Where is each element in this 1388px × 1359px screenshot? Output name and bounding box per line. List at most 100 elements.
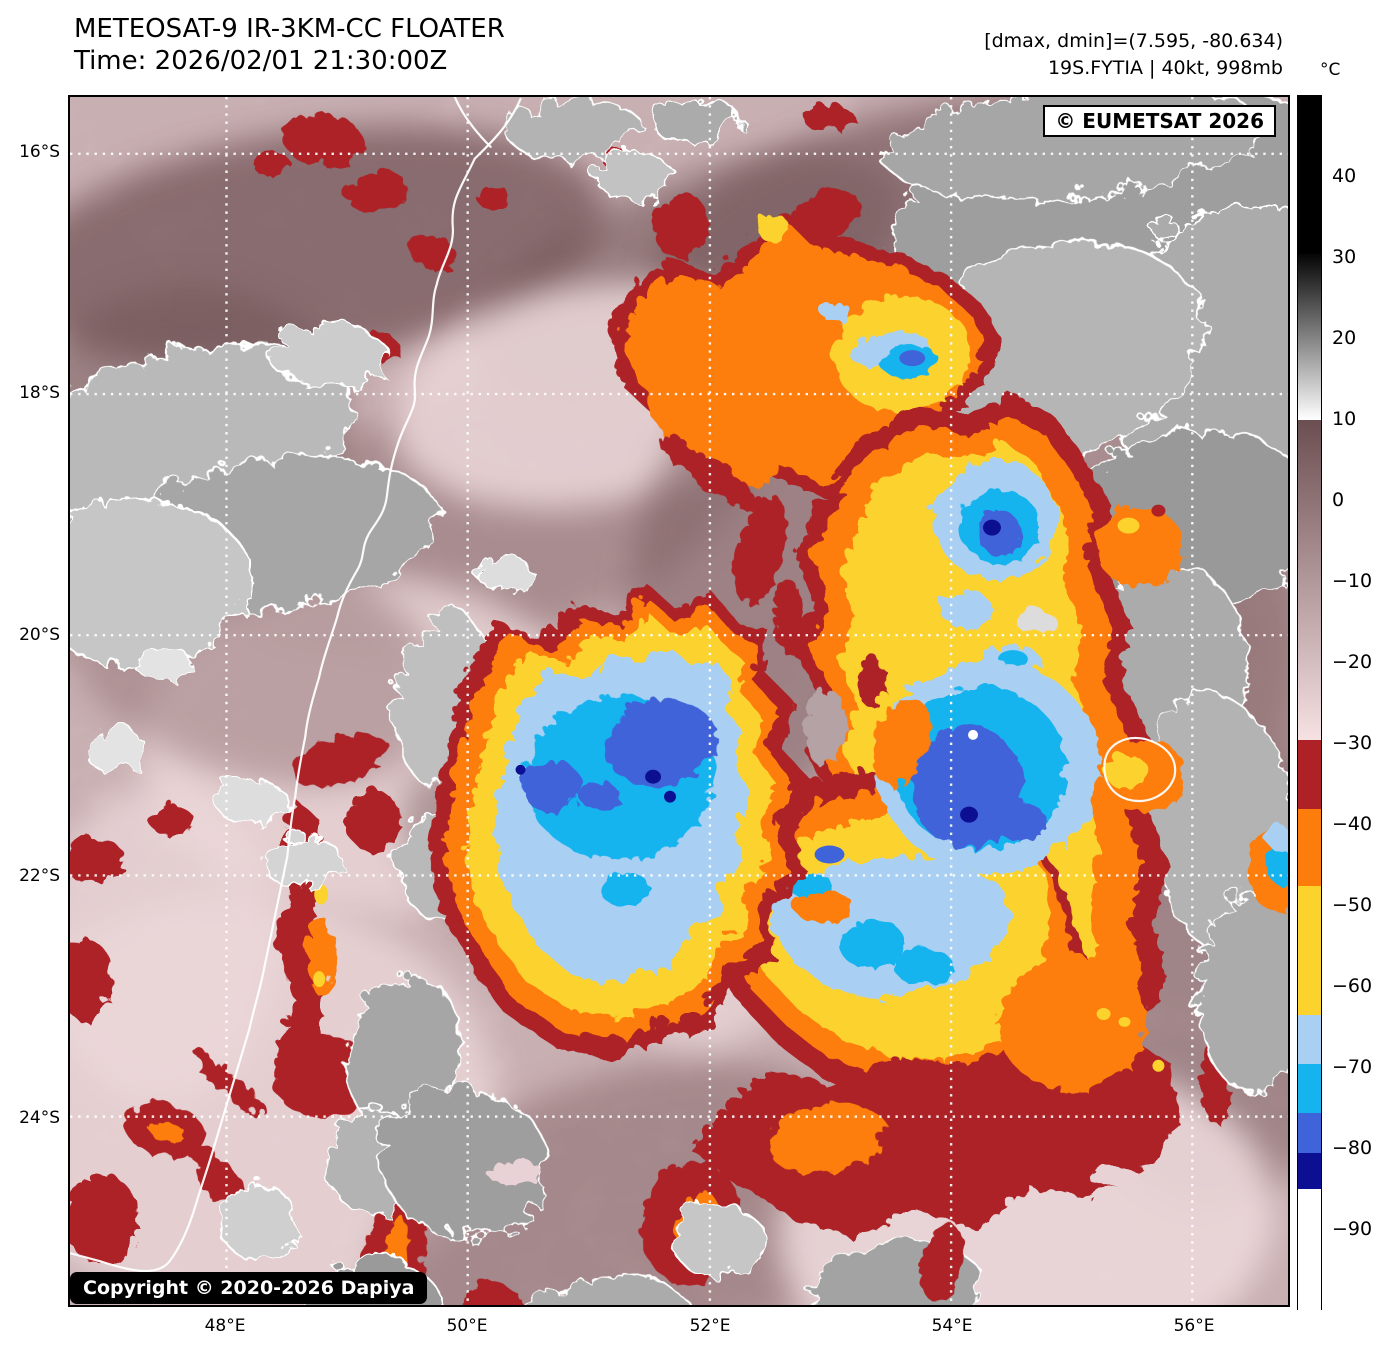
colorbar-tick-label: 30: [1332, 246, 1357, 268]
ir-cloud-shape: [594, 868, 647, 901]
ir-cloud-shape: [70, 1169, 134, 1262]
storm-info-block: [dmax, dmin]=(7.595, -80.634) 19S.FYTIA …: [984, 28, 1283, 82]
ir-cloud-shape: [277, 108, 361, 162]
colorbar-tick-label: 0: [1332, 489, 1345, 511]
colorbar-segment: [1298, 420, 1321, 740]
ir-cloud-shape: [833, 915, 902, 964]
storm-id-label: 19S.FYTIA | 40kt, 998mb: [1047, 57, 1283, 79]
copyright-badge: Copyright © 2020-2026 Dapiya: [70, 1272, 428, 1304]
ir-cloud-shape: [375, 1079, 546, 1232]
ir-cloud-shape: [1117, 517, 1140, 534]
ir-cloud-shape: [798, 100, 851, 127]
ir-cloud-shape: [1152, 1059, 1165, 1072]
colorbar-tick-label: −30: [1332, 732, 1373, 754]
ir-cloud-shape: [814, 845, 845, 864]
lat-tick-label: 22°S: [19, 866, 60, 886]
ir-cloud-shape: [471, 180, 506, 205]
ir-cloud-shape: [960, 806, 979, 823]
ir-cloud-shape: [247, 146, 286, 171]
ir-cloud-shape: [768, 573, 803, 657]
ir-cloud-shape: [1099, 749, 1144, 784]
page-title: METEOSAT-9 IR-3KM-CC FLOATER: [74, 14, 505, 44]
colorbar-segment: [1298, 1015, 1321, 1064]
ir-cloud-shape: [1118, 1016, 1131, 1027]
lon-tick-label: 54°E: [931, 1316, 973, 1336]
ir-cloud-shape: [589, 148, 672, 195]
colorbar-tick-label: −10: [1332, 570, 1373, 592]
ir-cloud-shape: [313, 971, 326, 988]
ir-cloud-shape: [343, 784, 395, 849]
ir-cloud-shape: [406, 227, 456, 266]
ir-cloud-shape: [730, 492, 785, 599]
ir-cloud-shape: [70, 934, 108, 1018]
gridline-layer: [70, 97, 1288, 1305]
coastline-layer: [70, 97, 1177, 1273]
colorbar-tick-label: −20: [1332, 651, 1373, 673]
ir-cloud-shape: [651, 187, 705, 256]
coastline: [70, 97, 522, 1273]
ir-cloud-shape: [983, 519, 1001, 536]
ir-cloud-shape: [342, 167, 402, 210]
ir-cloud-shape: [658, 431, 758, 504]
cloud-shapes-layer: [70, 97, 1288, 1305]
satellite-map-panel: © EUMETSAT 2026 Copyright © 2020-2026 Da…: [68, 95, 1290, 1307]
ir-cloud-shape: [993, 951, 1144, 1087]
ir-cloud-shape: [1082, 1161, 1135, 1182]
colorbar-tick-label: −50: [1332, 894, 1373, 916]
ir-cloud-shape: [817, 298, 848, 319]
colorbar-segment: [1298, 253, 1321, 420]
colorbar-segment: [1298, 96, 1321, 254]
ir-cloud-shape: [1262, 822, 1288, 847]
lon-tick-label: 56°E: [1173, 1316, 1215, 1336]
ir-cloud-shape: [145, 801, 190, 832]
ir-cloud-shape: [515, 1267, 686, 1305]
ir-cloud-shape: [643, 97, 737, 136]
lon-tick-label: 50°E: [446, 1316, 488, 1336]
colorbar-tick-label: 20: [1332, 327, 1357, 349]
ir-cloud-shape: [968, 729, 979, 740]
colorbar-tick-label: 40: [1332, 165, 1357, 187]
temperature-colorbar: [1297, 95, 1322, 1311]
ir-cloud-shape: [457, 1277, 530, 1305]
ir-cloud-shape: [1096, 1007, 1111, 1020]
lat-tick-label: 20°S: [19, 625, 60, 645]
ir-cloud-shape: [870, 692, 929, 781]
ir-cloud-shape: [666, 1198, 760, 1273]
satellite-ir-image: [70, 97, 1288, 1305]
colorbar-segment: [1298, 885, 1321, 1016]
ir-cloud-shape: [1151, 504, 1166, 517]
lon-tick-label: 48°E: [204, 1316, 246, 1336]
ir-cloud-shape: [752, 211, 787, 238]
ir-cloud-shape: [518, 756, 579, 809]
lon-tick-label: 52°E: [689, 1316, 731, 1336]
coastline: [1103, 736, 1177, 802]
colorbar-segment: [1298, 1189, 1321, 1311]
colorbar-segment: [1298, 808, 1321, 886]
colorbar-tick-label: −80: [1332, 1137, 1373, 1159]
ir-cloud-shape: [314, 884, 329, 905]
ir-cloud-shape: [303, 912, 332, 993]
ir-cloud-shape: [256, 829, 339, 884]
ir-cloud-shape: [126, 636, 184, 674]
colorbar-tick-label: −40: [1332, 813, 1373, 835]
colorbar-segment: [1298, 739, 1321, 809]
ir-cloud-shape: [207, 771, 282, 818]
ir-cloud-shape: [763, 1099, 882, 1172]
lat-tick-label: 16°S: [19, 142, 60, 162]
ir-cloud-shape: [802, 685, 843, 761]
colorbar-unit-label: °C: [1320, 60, 1341, 80]
ir-cloud-shape: [1091, 502, 1180, 583]
ir-cloud-shape: [576, 778, 617, 807]
ir-cloud-shape: [600, 695, 712, 785]
ir-cloud-shape: [664, 790, 677, 803]
colorbar-tick-label: −70: [1332, 1056, 1373, 1078]
ir-cloud-shape: [210, 1178, 293, 1253]
ir-cloud-shape: [70, 834, 122, 879]
eumetsat-badge: © EUMETSAT 2026: [1043, 105, 1276, 137]
colorbar-tick-label: −60: [1332, 975, 1373, 997]
ir-cloud-shape: [852, 651, 883, 703]
colorbar-segment: [1298, 1063, 1321, 1113]
coastline: [453, 97, 492, 148]
ir-cloud-shape: [789, 886, 850, 919]
